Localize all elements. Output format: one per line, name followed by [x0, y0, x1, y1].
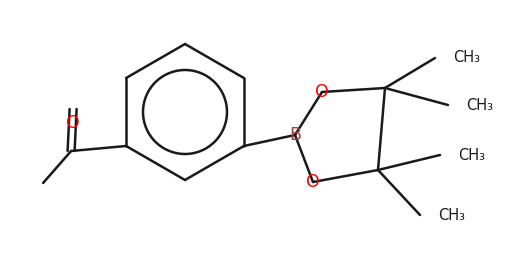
Text: CH₃: CH₃: [453, 51, 480, 65]
Text: CH₃: CH₃: [458, 147, 485, 163]
Text: B: B: [289, 126, 301, 144]
Text: CH₃: CH₃: [438, 208, 465, 222]
Text: O: O: [315, 83, 329, 101]
Text: CH₃: CH₃: [466, 98, 493, 112]
Text: O: O: [306, 173, 320, 191]
Text: O: O: [66, 114, 80, 132]
